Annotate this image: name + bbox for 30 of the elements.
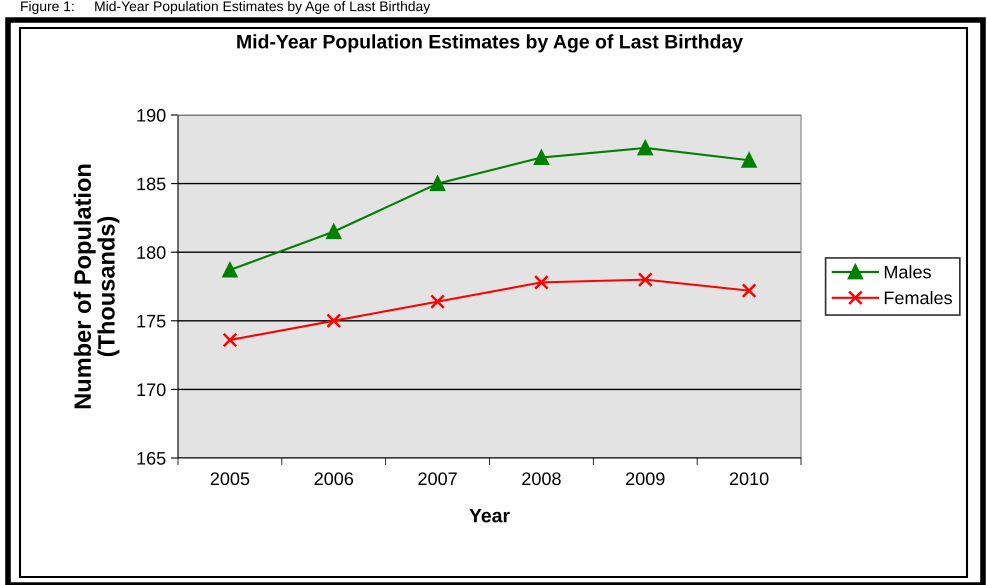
- point: [534, 274, 549, 290]
- point: [430, 176, 446, 192]
- x-tick-label: 2006: [314, 472, 354, 486]
- chart-title: Mid-Year Population Estimates by Age of Last Birthday: [237, 34, 743, 52]
- y-tick-label: 190: [137, 108, 166, 122]
- y-axis-title: Number of Population (Thousands): [74, 164, 120, 408]
- point: [638, 140, 653, 156]
- y-tick-label: 165: [137, 452, 166, 465]
- point: [222, 332, 238, 348]
- y-tick-label: 180: [137, 246, 166, 259]
- x-tick-label: 2009: [626, 472, 664, 486]
- x-tick-label: 2010: [730, 472, 768, 486]
- caption: Figure 1: Mid-Year Population Estimates by Age of Last Birthday: [21, 1, 430, 14]
- point: [326, 224, 342, 240]
- point: [638, 272, 653, 288]
- y-tick-label: 175: [137, 314, 166, 328]
- point: [430, 294, 446, 310]
- x-tick-label: 2005: [210, 472, 250, 486]
- legend-label: Males: [884, 265, 931, 278]
- point: [742, 152, 757, 168]
- point: [326, 313, 342, 328]
- x-tick-label: 2007: [418, 472, 457, 486]
- y-tick-label: 185: [137, 178, 166, 190]
- point: [742, 283, 757, 298]
- point: [534, 150, 549, 166]
- point: [222, 262, 238, 278]
- y-tick-label: 170: [137, 383, 166, 396]
- x-axis-title: Year: [469, 508, 510, 522]
- x-tick-label: 2008: [522, 472, 561, 486]
- legend-label: Females: [884, 291, 952, 304]
